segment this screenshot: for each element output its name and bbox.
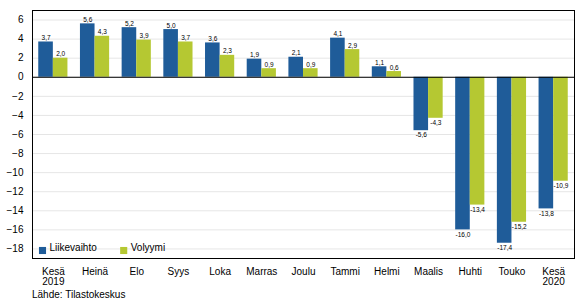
svg-text:4: 4 — [18, 33, 24, 44]
svg-text:-17,4: -17,4 — [497, 244, 512, 251]
html-text:Lähde: Tilastokeskus: Lähde: Tilastokeskus — [32, 289, 126, 300]
svg-text:5,6: 5,6 — [83, 16, 92, 23]
svg-text:−10: −10 — [7, 167, 24, 178]
svg-text:2,1: 2,1 — [292, 49, 301, 56]
svg-text:Tammi: Tammi — [330, 266, 359, 277]
svg-text:0,6: 0,6 — [390, 64, 399, 71]
svg-text:Marras: Marras — [246, 266, 277, 277]
svg-text:Loka: Loka — [209, 266, 231, 277]
svg-text:5,0: 5,0 — [167, 22, 176, 29]
svg-text:Huhti: Huhti — [459, 266, 482, 277]
svg-text:4,1: 4,1 — [333, 30, 342, 37]
svg-text:3,7: 3,7 — [42, 34, 51, 41]
svg-text:−14: −14 — [7, 205, 24, 216]
svg-text:0: 0 — [18, 71, 24, 82]
svg-text:Maalis: Maalis — [414, 266, 443, 277]
svg-text:Kesä2020: Kesä2020 — [542, 266, 565, 287]
svg-text:3,9: 3,9 — [140, 32, 149, 39]
svg-text:-4,3: -4,3 — [430, 119, 442, 126]
svg-text:2,9: 2,9 — [348, 42, 357, 49]
svg-text:5,2: 5,2 — [125, 20, 134, 27]
svg-text:2,0: 2,0 — [56, 50, 65, 57]
svg-text:0,9: 0,9 — [265, 61, 274, 68]
svg-text:4,3: 4,3 — [98, 28, 107, 35]
svg-text:−18: −18 — [7, 243, 24, 254]
svg-text:Kesä2019: Kesä2019 — [42, 266, 65, 287]
svg-text:2,3: 2,3 — [223, 47, 232, 54]
svg-text:6: 6 — [18, 14, 24, 25]
svg-text:2: 2 — [18, 52, 24, 63]
svg-text:Joulu: Joulu — [292, 266, 316, 277]
svg-text:−16: −16 — [7, 224, 24, 235]
svg-text:Touko: Touko — [499, 266, 526, 277]
svg-text:−6: −6 — [12, 129, 24, 140]
svg-text:Liikevaihto: Liikevaihto — [50, 242, 98, 253]
svg-text:3,6: 3,6 — [208, 35, 217, 42]
svg-text:−2: −2 — [12, 91, 24, 102]
svg-text:Volyymi: Volyymi — [131, 242, 165, 253]
svg-text:-13,8: -13,8 — [539, 210, 554, 217]
svg-text:Syys: Syys — [168, 266, 190, 277]
svg-text:Elo: Elo — [130, 266, 145, 277]
svg-text:1,1: 1,1 — [375, 59, 384, 66]
svg-text:-10,9: -10,9 — [554, 182, 569, 189]
svg-text:3,7: 3,7 — [181, 34, 190, 41]
svg-text:-15,2: -15,2 — [512, 223, 527, 230]
svg-text:Heinä: Heinä — [82, 266, 109, 277]
svg-text:-16,0: -16,0 — [456, 230, 471, 237]
svg-text:0,9: 0,9 — [306, 61, 315, 68]
svg-text:−8: −8 — [12, 148, 24, 159]
svg-text:−12: −12 — [7, 186, 24, 197]
svg-text:-5,6: -5,6 — [416, 131, 428, 138]
svg-text:−4: −4 — [12, 110, 24, 121]
svg-text:-13,4: -13,4 — [470, 206, 485, 213]
svg-text:1,9: 1,9 — [250, 51, 259, 58]
svg-text:Helmi: Helmi — [374, 266, 400, 277]
